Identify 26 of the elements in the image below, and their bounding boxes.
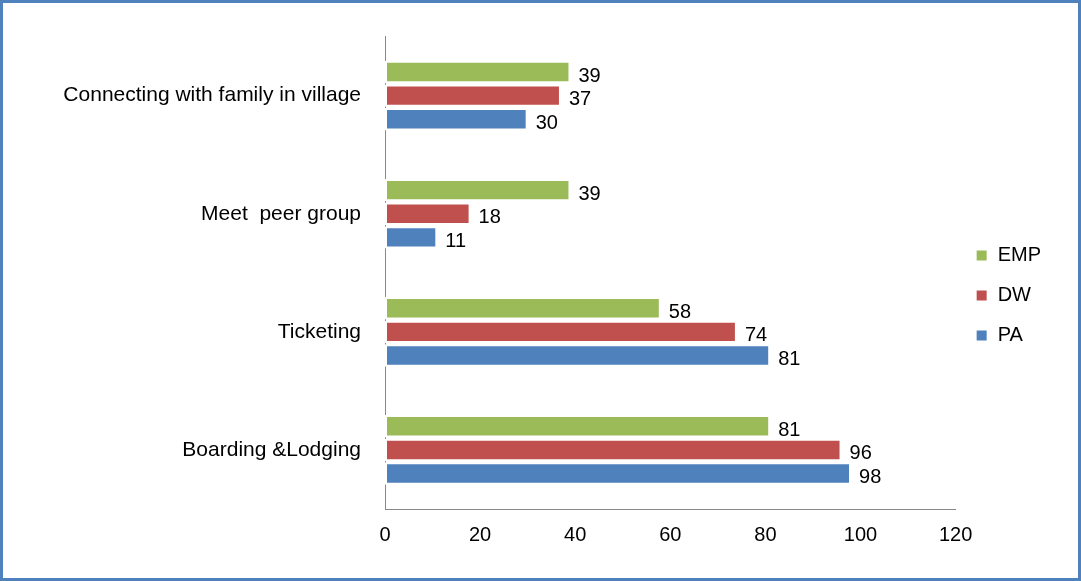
data-label: 39 (578, 63, 601, 86)
data-label: 81 (778, 346, 801, 369)
data-label: 81 (778, 417, 801, 440)
x-tick-label: 40 (564, 522, 587, 545)
x-tick-label: 100 (843, 522, 878, 545)
legend-label: PA (997, 323, 1024, 346)
y-tick-label: Boarding &Lodging (182, 436, 361, 460)
x-tick-label: 120 (938, 522, 973, 545)
data-label: 37 (568, 87, 592, 110)
data-label: 96 (849, 441, 872, 464)
legend-label: EMP (997, 243, 1041, 266)
data-label: 18 (478, 205, 501, 228)
x-tick-label: 0 (379, 522, 391, 545)
data-label: 98 (859, 465, 882, 488)
y-tick-label: Meet peer group (201, 200, 361, 224)
data-label: 74 (744, 323, 768, 346)
x-tick-label: 60 (659, 522, 682, 545)
legend-label: DW (997, 283, 1032, 306)
data-label: 11 (445, 228, 467, 251)
data-label: 58 (668, 299, 692, 322)
data-label: 30 (535, 110, 558, 133)
x-tick-label: 80 (754, 522, 777, 545)
y-tick-label: Connecting with family in village (63, 82, 361, 106)
y-tick-label: Ticketing (277, 318, 361, 342)
x-tick-label: 20 (468, 522, 492, 545)
data-label: 39 (578, 181, 601, 204)
